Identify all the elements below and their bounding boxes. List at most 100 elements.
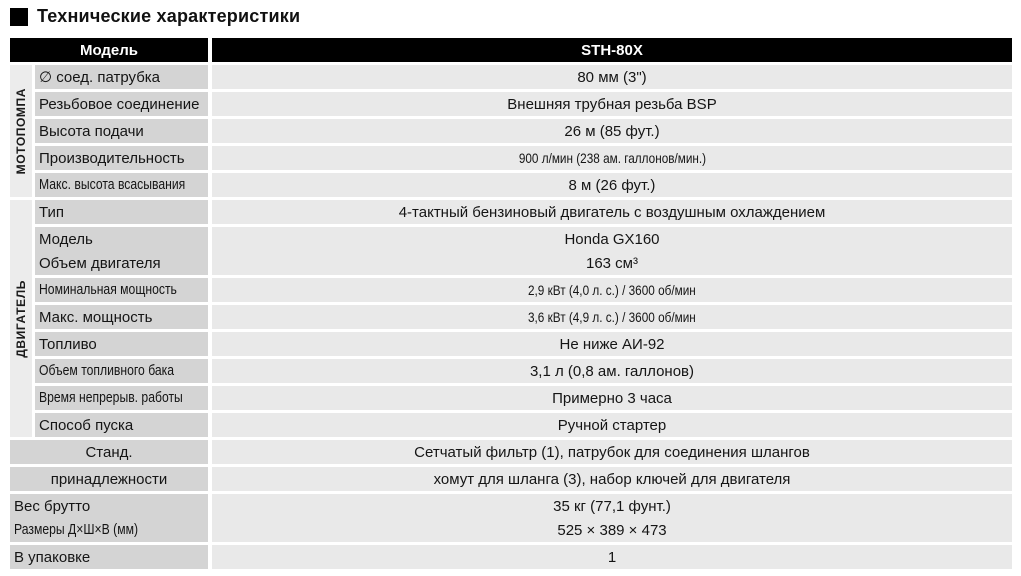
header-model-value: STH-80X	[212, 38, 1012, 62]
section-strip: ДВИГАТЕЛЬ	[10, 200, 32, 437]
spec-value-line: 163 см³	[586, 251, 638, 275]
table-section: Станд. Сетчатый фильтр (1), патрубок для …	[10, 440, 1012, 569]
section-group-label: ДВИГАТЕЛЬ	[14, 279, 28, 358]
table-row: ∅ соед. патрубка 80 мм (3")	[35, 65, 1012, 89]
spec-label-text: Тип	[39, 203, 65, 221]
table-row: Высота подачи 26 м (85 фут.)	[35, 119, 1012, 143]
table-row: принадлежности хомут для шланга (3), набо…	[10, 467, 1012, 491]
table-row: Резьбовое соединение Внешняя трубная резь…	[35, 92, 1012, 116]
spec-value-text: 3,6 кВт (4,9 л. с.) / 3600 об/мин	[528, 309, 696, 325]
spec-value-cell: 8 м (26 фут.)	[212, 173, 1012, 197]
section-group-label: МОТОПОМПА	[14, 87, 28, 175]
table-row: В упаковке 1	[10, 545, 1012, 569]
spec-label-cell: ∅ соед. патрубка	[35, 65, 208, 89]
spec-value-text: хомут для шланга (3), набор ключей для д…	[433, 470, 791, 488]
spec-label-cell: принадлежности	[10, 467, 208, 491]
spec-value-cell: 26 м (85 фут.)	[212, 119, 1012, 143]
spec-label-text: Высота подачи	[39, 122, 144, 140]
spec-value-cell: 2,9 кВт (4,0 л. с.) / 3600 об/мин	[212, 278, 1012, 302]
spec-value-text: Не ниже АИ-92	[559, 335, 665, 353]
table-row: Время непрерыв. работы Примерно 3 часа	[35, 386, 1012, 410]
spec-label-cell: Высота подачи	[35, 119, 208, 143]
spec-label-text: Топливо	[39, 335, 97, 353]
spec-value-cell: 1	[212, 545, 1012, 569]
table-row: Макс. высота всасывания 8 м (26 фут.)	[35, 173, 1012, 197]
spec-label-line: Модель	[39, 227, 93, 251]
spec-value-cell: Сетчатый фильтр (1), патрубок для соедин…	[212, 440, 1012, 464]
title-bullet-square-icon	[10, 7, 28, 26]
table-row: Способ пуска Ручной стартер	[35, 413, 1012, 437]
spec-table-body: МОТОПОМПА ∅ соед. патрубка 80 мм (3") Резьб…	[10, 65, 1012, 569]
spec-value-cell: Ручной стартер	[212, 413, 1012, 437]
spec-value-text: 35 кг (77,1 фунт.)	[553, 497, 671, 515]
spec-value-cell: 900 л/мин (238 ам. галлонов/мин.)	[212, 146, 1012, 170]
spec-value-text: 4-тактный бензиновый двигатель с воздушн…	[398, 203, 826, 221]
spec-value-text: 2,9 кВт (4,0 л. с.) / 3600 об/мин	[528, 282, 696, 298]
spec-label-text: Объем двигателя	[39, 254, 161, 272]
spec-label-cell: Время непрерыв. работы	[35, 386, 208, 410]
spec-label-line: Объем двигателя	[39, 251, 161, 275]
spec-value-cell: хомут для шланга (3), набор ключей для д…	[212, 467, 1012, 491]
spec-label-cell: Топливо	[35, 332, 208, 356]
section-strip: МОТОПОМПА	[10, 65, 32, 197]
table-row: Тип 4-тактный бензиновый двигатель с возд…	[35, 200, 1012, 224]
table-row: Производительность 900 л/мин (238 ам. гал…	[35, 146, 1012, 170]
spec-value-text: Сетчатый фильтр (1), патрубок для соедин…	[414, 443, 810, 461]
table-header-row: Модель STH-80X	[10, 38, 1012, 62]
spec-label-cell: Макс. мощность	[35, 305, 208, 329]
table-row: Вес брутто Размеры Д×Ш×В (мм) 35 кг (77,1 …	[10, 494, 1012, 542]
table-row: Макс. мощность 3,6 кВт (4,9 л. с.) / 3600…	[35, 305, 1012, 329]
spec-value-cell: 4-тактный бензиновый двигатель с воздушн…	[212, 200, 1012, 224]
spec-value-text: 163 см³	[585, 254, 638, 272]
spec-value-cell: 3,6 кВт (4,9 л. с.) / 3600 об/мин	[212, 305, 1012, 329]
spec-value-cell: Не ниже АИ-92	[212, 332, 1012, 356]
spec-label-cell: Резьбовое соединение	[35, 92, 208, 116]
spec-label-text: Макс. высота всасывания	[39, 177, 186, 193]
spec-label-text: Номинальная мощность	[39, 282, 177, 298]
section-rows: Станд. Сетчатый фильтр (1), патрубок для …	[10, 440, 1012, 569]
spec-label-cell: Макс. высота всасывания	[35, 173, 208, 197]
spec-label-text: Производительность	[39, 149, 185, 167]
spec-label-cell: Модель Объем двигателя	[35, 227, 208, 275]
section-rows: ∅ соед. патрубка 80 мм (3") Резьбовое соед…	[35, 65, 1012, 197]
spec-label-text: Модель	[39, 230, 93, 248]
page-title-text: Технические характеристики	[37, 6, 301, 26]
table-row: Номинальная мощность 2,9 кВт (4,0 л. с.) …	[35, 278, 1012, 302]
spec-value-cell: 3,1 л (0,8 ам. галлонов)	[212, 359, 1012, 383]
page-title: Технические характеристики	[10, 6, 300, 27]
spec-value-text: 8 м (26 фут.)	[568, 176, 656, 194]
spec-label-text: Макс. мощность	[39, 308, 153, 326]
spec-value-line: 525 × 389 × 473	[557, 518, 666, 542]
spec-label-cell: Объем топливного бака	[35, 359, 208, 383]
table-row: Топливо Не ниже АИ-92	[35, 332, 1012, 356]
spec-value-text: 3,1 л (0,8 ам. галлонов)	[529, 362, 695, 380]
spec-label-text: Время непрерыв. работы	[39, 390, 183, 406]
spec-label-text: ∅ соед. патрубка	[39, 69, 161, 86]
spec-label-line: Вес брутто	[14, 494, 90, 518]
spec-value-text: Примерно 3 часа	[552, 389, 672, 407]
section-rows: Тип 4-тактный бензиновый двигатель с возд…	[35, 200, 1012, 437]
spec-label-line: Размеры Д×Ш×В (мм)	[14, 518, 162, 542]
spec-value-text: Ручной стартер	[557, 416, 667, 434]
spec-value-cell: Honda GX160 163 см³	[212, 227, 1012, 275]
spec-label-text: Вес брутто	[14, 497, 91, 515]
table-row: Модель Объем двигателя Honda GX160 163 см³	[35, 227, 1012, 275]
spec-value-cell: 35 кг (77,1 фунт.) 525 × 389 × 473	[212, 494, 1012, 542]
spec-value-line: 35 кг (77,1 фунт.)	[553, 494, 671, 518]
table-row: Объем топливного бака 3,1 л (0,8 ам. галл…	[35, 359, 1012, 383]
spec-value-text: 1	[607, 548, 617, 566]
spec-label-cell: В упаковке	[10, 545, 208, 569]
spec-label-text: Резьбовое соединение	[39, 95, 200, 113]
spec-value-cell: Примерно 3 часа	[212, 386, 1012, 410]
spec-label-text: Объем топливного бака	[39, 363, 175, 379]
spec-value-text: 900 л/мин (238 ам. галлонов/мин.)	[518, 150, 706, 166]
spec-label-text: принадлежности	[50, 470, 168, 488]
spec-value-line: Honda GX160	[564, 227, 659, 251]
spec-label-cell: Вес брутто Размеры Д×Ш×В (мм)	[10, 494, 208, 542]
spec-label-cell: Производительность	[35, 146, 208, 170]
spec-value-text: 80 мм (3")	[577, 68, 647, 86]
spec-label-cell: Номинальная мощность	[35, 278, 208, 302]
spec-label-cell: Станд.	[10, 440, 208, 464]
table-section: ДВИГАТЕЛЬ Тип 4-тактный бензиновый двигате…	[10, 200, 1012, 437]
